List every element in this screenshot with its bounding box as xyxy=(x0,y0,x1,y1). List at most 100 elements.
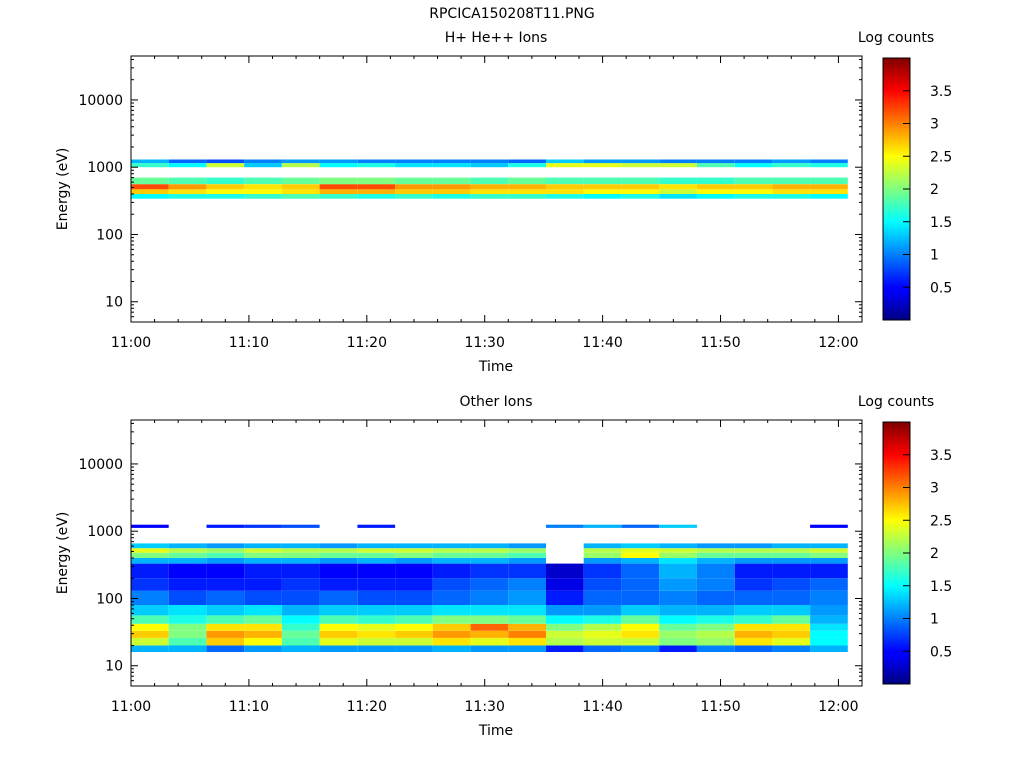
heatmap-cell xyxy=(244,524,282,528)
colorbar-tick-label: 1.5 xyxy=(930,579,952,595)
heatmap-cell xyxy=(659,645,697,652)
heatmap-cell xyxy=(432,552,471,558)
heatmap-cell xyxy=(659,548,697,553)
y-tick-label: 10000 xyxy=(78,457,123,473)
heatmap-cell xyxy=(696,177,735,185)
heatmap-cell xyxy=(168,184,207,190)
heatmap-cell xyxy=(470,184,509,190)
heatmap-cell xyxy=(281,615,320,624)
heatmap-cell xyxy=(244,623,282,631)
page-title: RPCICA150208T11.PNG xyxy=(429,6,595,22)
heatmap-cell xyxy=(131,159,169,164)
x-tick-label: 11:30 xyxy=(465,335,505,351)
heatmap-cell xyxy=(395,578,433,591)
heatmap-cell xyxy=(696,630,735,638)
heatmap-cell xyxy=(357,543,396,549)
x-tick-label: 11:40 xyxy=(582,335,622,351)
heatmap-cell xyxy=(696,194,735,199)
heatmap-cell xyxy=(546,524,584,528)
heatmap-cell xyxy=(508,623,546,631)
heatmap-cell xyxy=(696,558,735,564)
heatmap-cell xyxy=(508,194,546,199)
heatmap-cell xyxy=(583,543,622,549)
heatmap-cell xyxy=(772,194,811,199)
heatmap-cell xyxy=(810,645,848,652)
heatmap-cell xyxy=(810,578,848,591)
heatmap-cell xyxy=(546,194,584,199)
heatmap-cell xyxy=(508,558,546,564)
colorbar-tick-label: 2 xyxy=(930,546,939,562)
heatmap-cell xyxy=(319,563,358,579)
heatmap-cell xyxy=(131,637,169,646)
heatmap-cell xyxy=(395,605,433,616)
heatmap-cell xyxy=(319,548,358,553)
heatmap-cell xyxy=(244,645,282,652)
heatmap-cell xyxy=(432,548,471,553)
panel-title: Other Ions xyxy=(459,394,532,410)
heatmap-cell xyxy=(810,563,848,579)
heatmap-cell xyxy=(621,552,660,558)
colorbar-tick-label: 0.5 xyxy=(930,644,952,660)
heatmap-cell xyxy=(659,189,697,194)
heatmap-cell xyxy=(206,177,245,185)
heatmap-cell xyxy=(470,563,509,579)
heatmap-cell xyxy=(168,615,207,624)
y-tick-label: 10000 xyxy=(78,93,123,109)
heatmap-cell xyxy=(659,184,697,190)
heatmap-cell xyxy=(281,163,320,168)
heatmap-cell xyxy=(470,605,509,616)
heatmap-cell xyxy=(432,184,471,190)
heatmap-cell xyxy=(659,578,697,591)
heatmap-cell xyxy=(357,184,396,190)
heatmap-cell xyxy=(357,163,396,168)
axes: 11:00 11:10 11:20 11:30 11:40 11:50 12:00 10 100… xyxy=(78,420,863,715)
heatmap-cell xyxy=(357,590,396,605)
heatmap-cell xyxy=(281,524,320,528)
colorbar-tick-label: 1 xyxy=(930,612,939,628)
heatmap-cell xyxy=(206,194,245,199)
heatmap-cell xyxy=(244,177,282,185)
heatmap-cell xyxy=(583,605,622,616)
heatmap-cell xyxy=(659,637,697,646)
heatmap-cell xyxy=(244,548,282,553)
heatmap-cell xyxy=(357,615,396,624)
heatmap-cell xyxy=(470,548,509,553)
heatmap-cell xyxy=(508,645,546,652)
heatmap-cell xyxy=(508,605,546,616)
heatmap-cell xyxy=(470,189,509,194)
heatmap-cell xyxy=(432,563,471,579)
heatmap-cell xyxy=(168,543,207,549)
heatmap-cell xyxy=(508,552,546,558)
heatmap-cell xyxy=(395,159,433,164)
heatmap-cell xyxy=(810,194,848,199)
heatmap-cell xyxy=(772,630,811,638)
heatmap-cell xyxy=(772,615,811,624)
heatmap-cell xyxy=(546,615,584,624)
heatmap-cell xyxy=(583,563,622,579)
heatmap-cell xyxy=(772,552,811,558)
heatmap-cell xyxy=(244,159,282,164)
heatmap-cell xyxy=(583,163,622,168)
heatmap-cell xyxy=(621,615,660,624)
heatmap-cell xyxy=(696,184,735,190)
heatmap-cell xyxy=(734,163,773,168)
heatmap-cell xyxy=(131,194,169,199)
heatmap-cell xyxy=(810,552,848,558)
heatmap-cell xyxy=(357,637,396,646)
heatmap-cell xyxy=(168,645,207,652)
heatmap-cell xyxy=(772,605,811,616)
x-tick-label: 11:00 xyxy=(111,699,151,715)
heatmap-cell xyxy=(168,163,207,168)
heatmap-cell xyxy=(508,630,546,638)
heatmap-cell xyxy=(131,184,169,190)
heatmap-cell xyxy=(810,524,848,528)
heatmap-cell xyxy=(319,645,358,652)
heatmap-cell xyxy=(659,623,697,631)
colorbar-tick-label: 3 xyxy=(930,117,939,133)
heatmap-cell xyxy=(470,590,509,605)
heatmap-cell xyxy=(131,163,169,168)
heatmap-cell xyxy=(244,563,282,579)
heatmap-area xyxy=(131,524,848,652)
heatmap-cell xyxy=(659,524,697,528)
heatmap-cell xyxy=(508,189,546,194)
